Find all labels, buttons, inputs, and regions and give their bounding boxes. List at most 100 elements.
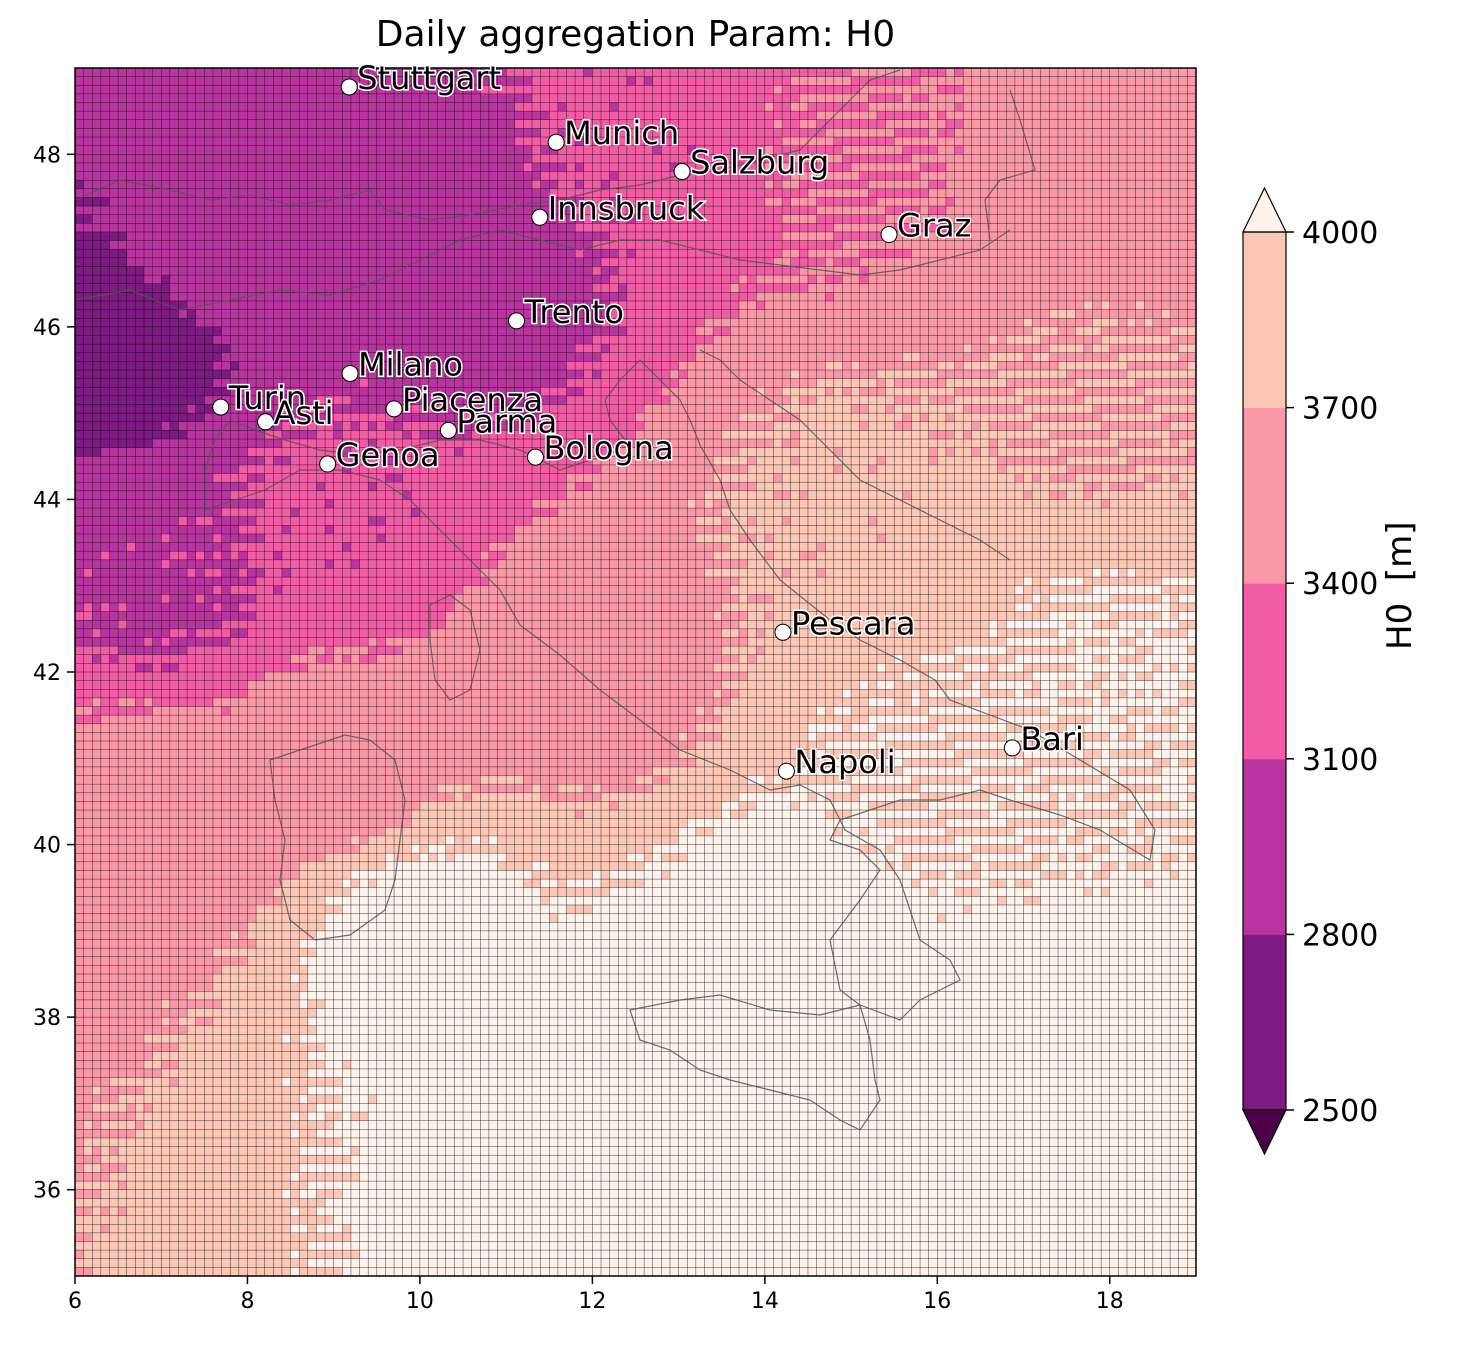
field-cell xyxy=(980,85,989,94)
field-cell xyxy=(998,85,1007,94)
field-cell xyxy=(161,292,170,301)
field-cell xyxy=(101,146,110,155)
field-cell xyxy=(222,223,231,232)
field-cell xyxy=(1032,68,1041,77)
field-cell xyxy=(1049,77,1058,86)
field-cell xyxy=(989,68,998,77)
field-cell xyxy=(411,301,420,310)
field-cell xyxy=(989,163,998,172)
field-cell xyxy=(127,137,136,146)
field-cell xyxy=(989,120,998,129)
field-cell xyxy=(989,128,998,137)
field-cell xyxy=(127,301,136,310)
field-cell xyxy=(1127,180,1136,189)
field-cell xyxy=(1144,206,1153,215)
field-cell xyxy=(127,68,136,77)
field-cell xyxy=(127,128,136,137)
field-cell xyxy=(868,206,877,215)
field-cell xyxy=(842,111,851,120)
field-cell xyxy=(825,197,834,206)
field-cell xyxy=(713,275,722,284)
field-cell xyxy=(429,284,438,293)
field-cell xyxy=(955,249,964,258)
field-cell xyxy=(187,103,196,112)
field-cell xyxy=(403,189,412,198)
field-cell xyxy=(144,215,153,224)
field-cell xyxy=(929,275,938,284)
field-cell xyxy=(1144,103,1153,112)
field-cell xyxy=(679,284,688,293)
field-cell xyxy=(498,197,507,206)
field-cell xyxy=(351,180,360,189)
field-cell xyxy=(360,172,369,181)
field-cell xyxy=(584,266,593,275)
field-cell xyxy=(299,258,308,267)
field-cell xyxy=(972,266,981,275)
field-cell xyxy=(153,77,162,86)
field-cell xyxy=(144,275,153,284)
field-cell xyxy=(506,94,515,103)
field-cell xyxy=(1067,172,1076,181)
field-cell xyxy=(429,301,438,310)
field-cell xyxy=(679,249,688,258)
field-cell xyxy=(851,197,860,206)
field-cell xyxy=(1032,94,1041,103)
field-cell xyxy=(170,128,179,137)
field-cell xyxy=(834,172,843,181)
field-cell xyxy=(213,94,222,103)
field-cell xyxy=(868,154,877,163)
field-cell xyxy=(170,68,179,77)
field-cell xyxy=(377,154,386,163)
field-cell xyxy=(213,68,222,77)
field-cell xyxy=(222,180,231,189)
field-cell xyxy=(687,249,696,258)
field-cell xyxy=(929,120,938,129)
field-cell xyxy=(541,154,550,163)
field-cell xyxy=(1118,120,1127,129)
field-cell xyxy=(704,266,713,275)
field-cell xyxy=(618,241,627,250)
field-cell xyxy=(454,301,463,310)
field-cell xyxy=(385,120,394,129)
field-cell xyxy=(722,284,731,293)
field-cell xyxy=(886,137,895,146)
field-cell xyxy=(1049,137,1058,146)
field-cell xyxy=(1024,206,1033,215)
field-cell xyxy=(230,77,239,86)
field-cell xyxy=(403,241,412,250)
field-cell xyxy=(886,189,895,198)
field-cell xyxy=(291,77,300,86)
field-cell xyxy=(1041,249,1050,258)
field-cell xyxy=(929,163,938,172)
field-cell xyxy=(265,292,274,301)
field-cell xyxy=(1170,120,1179,129)
field-cell xyxy=(1032,172,1041,181)
field-cell xyxy=(515,241,524,250)
field-cell xyxy=(748,197,757,206)
field-cell xyxy=(463,258,472,267)
field-cell xyxy=(1006,154,1015,163)
field-cell xyxy=(403,137,412,146)
field-cell xyxy=(1136,292,1145,301)
field-cell xyxy=(144,284,153,293)
field-cell xyxy=(575,94,584,103)
field-cell xyxy=(498,111,507,120)
field-cell xyxy=(558,249,567,258)
field-cell xyxy=(1015,137,1024,146)
field-cell xyxy=(144,154,153,163)
field-cell xyxy=(1032,120,1041,129)
field-cell xyxy=(515,215,524,224)
field-cell xyxy=(1067,146,1076,155)
field-cell xyxy=(118,301,127,310)
field-cell xyxy=(1187,137,1196,146)
field-cell xyxy=(265,120,274,129)
field-cell xyxy=(1058,120,1067,129)
field-cell xyxy=(782,128,791,137)
field-cell xyxy=(334,215,343,224)
field-cell xyxy=(713,94,722,103)
field-cell xyxy=(342,163,351,172)
field-cell xyxy=(178,223,187,232)
field-cell xyxy=(937,301,946,310)
field-cell xyxy=(558,284,567,293)
field-cell xyxy=(256,266,265,275)
